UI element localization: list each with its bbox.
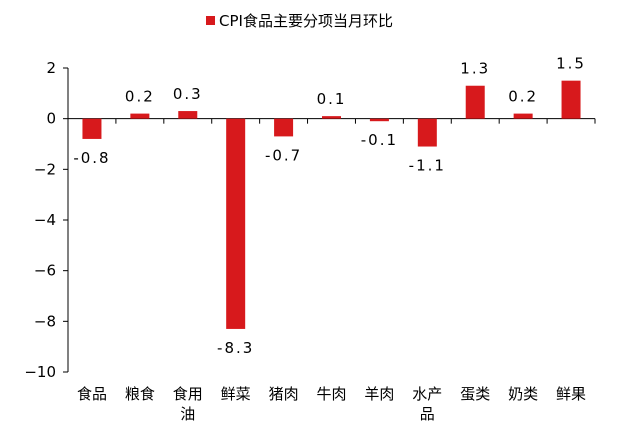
x-category-label: 奶类 xyxy=(508,385,538,403)
x-category-label: 品 xyxy=(420,405,435,423)
y-tick-label: −8 xyxy=(34,312,56,330)
bar xyxy=(226,118,246,329)
bar xyxy=(178,111,198,119)
data-label: 1.5 xyxy=(556,55,586,73)
legend: CPI食品主要分项当月环比 xyxy=(206,10,393,31)
bar xyxy=(465,85,485,119)
bar xyxy=(322,116,341,119)
x-category-label: 食品 xyxy=(77,385,107,403)
x-category-label: 羊肉 xyxy=(364,385,394,403)
y-tick-label: 0 xyxy=(46,110,56,128)
bar xyxy=(130,113,150,119)
x-category-label: 粮食 xyxy=(125,385,155,403)
bar xyxy=(369,118,389,122)
data-label: -0.8 xyxy=(73,149,110,167)
bar xyxy=(274,118,294,137)
x-category-label: 鲜果 xyxy=(556,385,586,403)
y-tick-label: 2 xyxy=(46,59,56,77)
y-tick-label: −2 xyxy=(34,160,56,178)
bar xyxy=(82,118,102,139)
y-tick-label: −6 xyxy=(34,262,56,280)
data-label: -8.3 xyxy=(217,339,254,357)
data-label: -1.1 xyxy=(409,157,446,175)
bar xyxy=(561,80,581,119)
x-category-label: 猪肉 xyxy=(269,385,299,403)
legend-label: CPI食品主要分项当月环比 xyxy=(219,12,393,30)
data-label: -0.1 xyxy=(361,131,398,149)
x-category-label: 蛋类 xyxy=(460,385,490,403)
x-category-label: 鲜菜 xyxy=(221,385,251,403)
legend-swatch xyxy=(206,16,215,25)
bar xyxy=(417,118,437,147)
y-tick-label: −4 xyxy=(34,211,56,229)
y-tick-label: −10 xyxy=(24,363,56,381)
data-label: 0.1 xyxy=(317,90,347,108)
data-label: -0.7 xyxy=(265,146,302,164)
x-category-label: 水产 xyxy=(412,385,442,403)
data-label: 0.3 xyxy=(173,85,203,103)
x-category-label: 牛肉 xyxy=(316,385,346,403)
data-label: 0.2 xyxy=(508,88,538,106)
x-category-label: 油 xyxy=(180,405,195,423)
bar xyxy=(513,113,533,119)
x-category-label: 食用 xyxy=(173,385,203,403)
data-label: 1.3 xyxy=(460,60,490,78)
data-label: 0.2 xyxy=(125,88,155,106)
